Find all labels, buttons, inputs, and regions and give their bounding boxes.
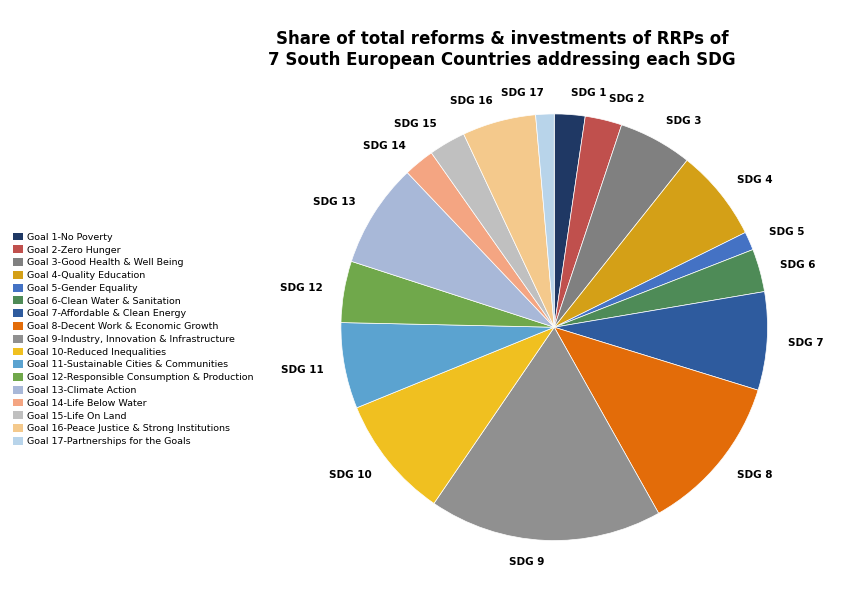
Text: SDG 12: SDG 12 bbox=[281, 283, 323, 293]
Text: SDG 3: SDG 3 bbox=[666, 116, 701, 126]
Legend: Goal 1-No Poverty, Goal 2-Zero Hunger, Goal 3-Good Health & Well Being, Goal 4-Q: Goal 1-No Poverty, Goal 2-Zero Hunger, G… bbox=[10, 230, 256, 449]
Wedge shape bbox=[554, 114, 585, 327]
Text: SDG 6: SDG 6 bbox=[780, 259, 816, 270]
Text: SDG 2: SDG 2 bbox=[609, 94, 644, 104]
Text: SDG 7: SDG 7 bbox=[788, 338, 824, 348]
Wedge shape bbox=[554, 233, 753, 327]
Text: SDG 5: SDG 5 bbox=[769, 227, 805, 238]
Wedge shape bbox=[554, 161, 746, 327]
Text: SDG 16: SDG 16 bbox=[450, 96, 494, 105]
Wedge shape bbox=[341, 322, 554, 408]
Text: SDG 15: SDG 15 bbox=[394, 119, 436, 129]
Wedge shape bbox=[341, 261, 554, 327]
Wedge shape bbox=[554, 327, 758, 513]
Wedge shape bbox=[554, 250, 765, 327]
Wedge shape bbox=[554, 291, 767, 390]
Wedge shape bbox=[554, 125, 687, 327]
Text: Share of total reforms & investments of RRPs of
7 South European Countries addre: Share of total reforms & investments of … bbox=[268, 30, 736, 69]
Text: SDG 10: SDG 10 bbox=[329, 470, 372, 480]
Text: SDG 11: SDG 11 bbox=[281, 365, 324, 375]
Wedge shape bbox=[431, 134, 554, 327]
Wedge shape bbox=[554, 116, 622, 327]
Text: SDG 1: SDG 1 bbox=[572, 88, 607, 98]
Text: SDG 8: SDG 8 bbox=[737, 470, 772, 480]
Wedge shape bbox=[357, 327, 554, 504]
Wedge shape bbox=[463, 115, 554, 327]
Wedge shape bbox=[434, 327, 659, 541]
Text: SDG 9: SDG 9 bbox=[508, 557, 544, 567]
Text: SDG 13: SDG 13 bbox=[313, 197, 356, 207]
Wedge shape bbox=[407, 153, 554, 327]
Wedge shape bbox=[535, 114, 554, 327]
Text: SDG 14: SDG 14 bbox=[363, 141, 405, 151]
Text: SDG 17: SDG 17 bbox=[501, 88, 544, 98]
Wedge shape bbox=[352, 173, 554, 327]
Text: SDG 4: SDG 4 bbox=[737, 175, 772, 185]
